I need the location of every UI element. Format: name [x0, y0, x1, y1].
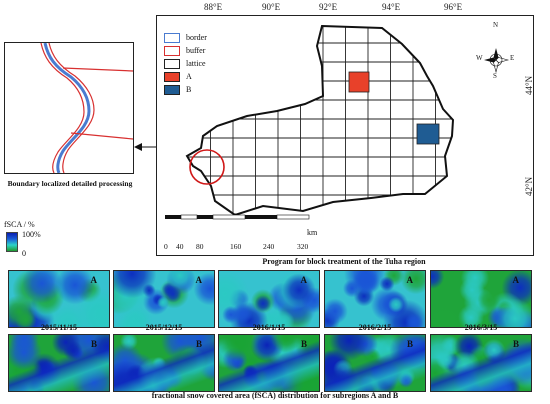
scale-bar-unit: km	[307, 228, 318, 237]
scale-tick-320: 320	[297, 242, 309, 251]
subregion-a	[348, 71, 370, 93]
lat-tick-42: 42°N	[524, 176, 534, 196]
inset-panel	[4, 42, 134, 174]
thumbnail-date-5: 2016/3/15	[464, 323, 498, 332]
thumbnail-date-3: 2016/1/15	[252, 323, 286, 332]
colorbar-max-label: 100%	[22, 230, 41, 239]
legend-swatch	[164, 84, 180, 95]
scale-tick-160: 160	[230, 242, 242, 251]
legend-label: A	[186, 72, 192, 81]
subregion-tag: B	[300, 339, 307, 349]
legend-item-A: A	[164, 70, 224, 83]
legend-item-lattice: lattice	[164, 57, 224, 70]
inset-boundary-graphic	[40, 42, 134, 174]
scale-tick-240: 240	[263, 242, 275, 251]
lon-tick-94: 94°E	[382, 2, 401, 12]
series-caption: fractional snow covered area (fSCA) dist…	[151, 391, 399, 400]
scale-tick-0: 0	[164, 242, 168, 251]
legend-item-buffer: buffer	[164, 44, 224, 57]
thumbnail-date-2: 2015/12/15	[145, 323, 183, 332]
subregion-tag: A	[90, 275, 98, 285]
map-legend: border buffer lattice A B	[164, 31, 224, 96]
colorbar-ramp	[6, 232, 18, 252]
legend-swatch	[164, 71, 180, 82]
thumbnail-date-1: 2015/11/15	[40, 323, 77, 332]
fsca-thumbnail-a-4: A	[324, 270, 426, 328]
legend-label: B	[186, 85, 192, 94]
lon-tick-92: 92°E	[319, 2, 338, 12]
fsca-thumbnail-a-3: A	[218, 270, 320, 328]
legend-swatch	[164, 32, 180, 43]
map-frame	[156, 15, 534, 256]
inset-caption: Boundary localized detailed processing	[7, 179, 133, 188]
subregion-tag: B	[90, 339, 97, 349]
region-map	[165, 24, 510, 220]
legend-item-B: B	[164, 83, 224, 96]
fsca-thumbnail-a-5: A	[430, 270, 532, 328]
subregion-tag: A	[195, 275, 203, 285]
colorbar-min-label: 0	[22, 249, 26, 258]
legend-item-border: border	[164, 31, 224, 44]
scale-bar	[165, 214, 310, 220]
compass-e: E	[510, 54, 515, 62]
scale-tick-40: 40	[176, 242, 184, 251]
legend-swatch	[164, 45, 180, 56]
fsca-thumbnail-b-4: B	[324, 334, 426, 392]
lon-tick-88: 88°E	[204, 2, 223, 12]
compass-s: S	[493, 72, 497, 80]
subregion-tag: B	[512, 339, 519, 349]
compass-n: N	[493, 21, 499, 29]
fsca-thumbnail-b-3: B	[218, 334, 320, 392]
detail-circle	[189, 149, 225, 185]
north-arrow-icon	[484, 48, 510, 74]
fsca-thumbnail-b-2: B	[113, 334, 215, 392]
fsca-thumbnail-a-1: A	[8, 270, 110, 328]
map-title: Program for block treatment of the Tuha …	[262, 257, 426, 266]
subregion-tag: A	[406, 275, 414, 285]
lat-tick-44: 44°N	[524, 75, 534, 95]
legend-label: lattice	[186, 59, 206, 68]
compass-w: W	[476, 54, 483, 62]
subregion-tag: A	[300, 275, 308, 285]
legend-swatch	[164, 58, 180, 69]
scale-tick-80: 80	[196, 242, 204, 251]
fsca-thumbnail-b-5: B	[430, 334, 532, 392]
legend-label: buffer	[186, 46, 206, 55]
subregion-tag: B	[195, 339, 202, 349]
subregion-tag: B	[406, 339, 413, 349]
lon-tick-90: 90°E	[262, 2, 281, 12]
thumbnail-date-4: 2016/2/15	[358, 323, 392, 332]
subregion-tag: A	[512, 275, 520, 285]
subregion-b	[416, 123, 440, 145]
legend-label: border	[186, 33, 207, 42]
fsca-thumbnail-a-2: A	[113, 270, 215, 328]
colorbar-title: fSCA / %	[4, 220, 35, 229]
lon-tick-96: 96°E	[444, 2, 463, 12]
fsca-thumbnail-b-1: B	[8, 334, 110, 392]
